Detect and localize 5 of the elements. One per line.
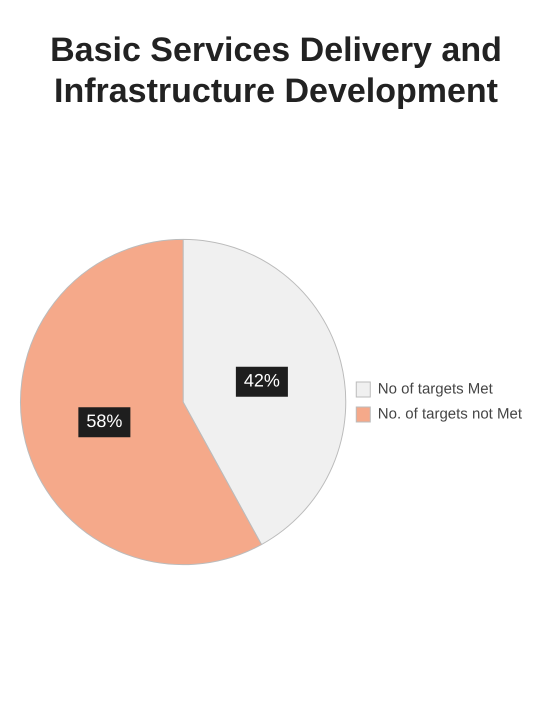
data-label: 42% [244,370,280,390]
chart-title: Basic Services Delivery and Infrastructure Development [49,30,503,112]
data-label: 58% [86,410,122,431]
legend-label: No of targets Met [378,380,494,398]
legend-label: No. of targets not Met [378,405,523,422]
